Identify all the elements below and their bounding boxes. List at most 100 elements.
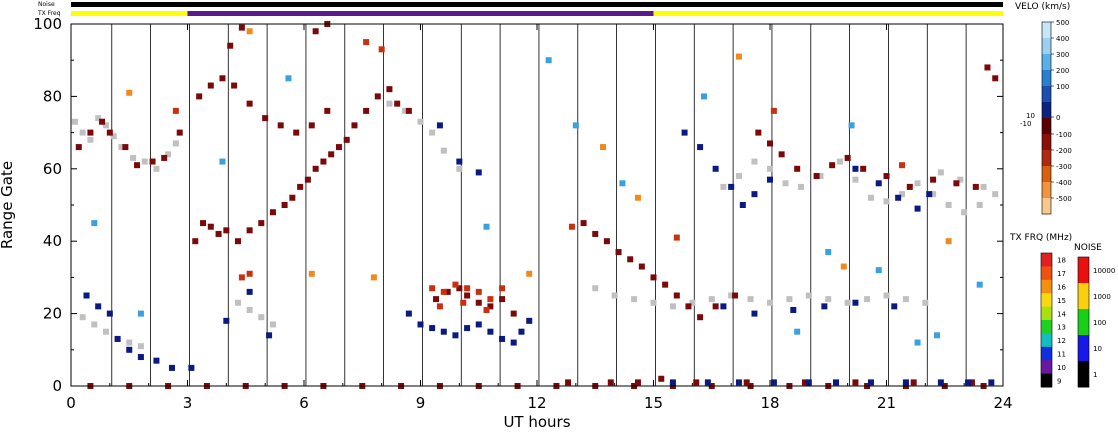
data-point <box>87 136 94 143</box>
data-point <box>401 107 408 114</box>
data-point <box>262 115 269 122</box>
velocity-scale-swatch <box>1042 134 1051 151</box>
data-point <box>592 285 599 292</box>
data-point <box>83 292 90 299</box>
data-point <box>499 335 506 342</box>
data-point <box>258 220 265 227</box>
data-point <box>720 303 727 310</box>
data-point <box>631 296 638 303</box>
data-point <box>933 332 940 339</box>
txfreq-scale-swatch <box>1041 333 1052 348</box>
velocity-scale-tick-label: -500 <box>1056 195 1072 203</box>
data-point <box>689 299 696 306</box>
noise-scale-tick-label: 100 <box>1093 319 1106 327</box>
velocity-scale-title: VELO (km/s) <box>1015 2 1070 12</box>
data-point <box>899 191 906 198</box>
data-point <box>464 292 471 299</box>
data-point <box>71 118 78 125</box>
data-point <box>704 379 711 386</box>
data-point <box>87 129 94 136</box>
data-point <box>825 296 832 303</box>
data-point <box>258 314 265 321</box>
velocity-scale-tick-label: 100 <box>1056 83 1069 91</box>
data-point <box>95 115 102 122</box>
data-point <box>739 202 746 208</box>
data-point <box>673 234 680 241</box>
data-point <box>786 296 793 303</box>
data-point <box>568 223 575 230</box>
data-point <box>172 140 179 147</box>
data-point <box>712 165 719 172</box>
data-point <box>266 332 273 339</box>
y-tick-label: 0 <box>52 377 62 395</box>
data-point <box>106 310 113 317</box>
txfreq-scale-tick-label: 12 <box>1057 337 1066 345</box>
data-point <box>875 180 882 187</box>
data-point <box>114 335 121 342</box>
data-point <box>363 39 370 46</box>
data-point <box>433 296 440 303</box>
data-point <box>770 379 777 386</box>
data-point <box>650 299 657 306</box>
data-point <box>937 169 944 176</box>
data-point <box>693 379 700 386</box>
y-tick-label: 80 <box>43 87 62 105</box>
data-point <box>363 107 370 114</box>
noise-scale-title: NOISE <box>1074 243 1102 253</box>
txfreq-bar-segment <box>653 11 1003 16</box>
data-point <box>456 165 463 172</box>
txfreq-scale-swatch <box>1041 360 1052 375</box>
data-point <box>794 328 801 335</box>
plot-area <box>71 24 1003 386</box>
velocity-scale: 500 400 300 200 100 0 -100 -200 -300 -400 -500 <box>1041 19 1072 215</box>
data-point <box>289 194 296 201</box>
data-point <box>669 379 676 386</box>
data-point <box>452 281 459 288</box>
velocity-side-label-plus: 10 <box>1026 112 1035 120</box>
data-point <box>965 379 972 386</box>
velocity-scale-tick-label: -200 <box>1056 147 1072 155</box>
data-point <box>592 230 599 237</box>
data-point <box>417 321 424 328</box>
txfreq-scale-swatch <box>1041 320 1052 334</box>
y-axis-ticks: 0 20 40 60 80 100 <box>33 15 1003 395</box>
data-point <box>891 303 898 310</box>
data-point <box>168 364 175 371</box>
data-point <box>852 176 859 183</box>
data-point <box>351 122 358 129</box>
noise-bar-segment <box>71 2 1003 7</box>
data-point <box>961 209 968 216</box>
x-tick-label: 0 <box>66 394 76 412</box>
data-point <box>914 180 921 187</box>
data-point <box>829 162 836 169</box>
data-point <box>825 249 832 256</box>
data-point <box>930 176 937 183</box>
data-point <box>778 151 785 158</box>
data-point <box>137 354 144 361</box>
data-point <box>130 154 137 161</box>
data-point <box>875 267 882 274</box>
data-point <box>102 122 109 129</box>
noise-scale-swatch <box>1078 257 1089 284</box>
data-point <box>751 310 758 317</box>
data-point <box>572 122 579 129</box>
txfreq-scale-swatch <box>1041 373 1052 388</box>
data-point <box>95 303 102 310</box>
velocity-scale-frame <box>1041 21 1052 215</box>
data-point <box>297 183 304 190</box>
data-point <box>751 191 758 198</box>
data-point <box>188 364 195 371</box>
data-point <box>650 274 657 281</box>
x-tick-label: 24 <box>993 394 1012 412</box>
y-tick-label: 40 <box>43 232 62 250</box>
data-point <box>106 129 113 136</box>
data-point <box>126 346 133 353</box>
data-point <box>246 288 253 295</box>
data-point <box>867 194 874 201</box>
velocity-scale-tick-label: 400 <box>1056 35 1069 43</box>
data-point <box>246 28 253 35</box>
y-tick-label: 20 <box>43 305 62 323</box>
txfreq-scale-title: TX FRQ (MHz) <box>1009 233 1072 243</box>
data-point <box>747 296 754 303</box>
